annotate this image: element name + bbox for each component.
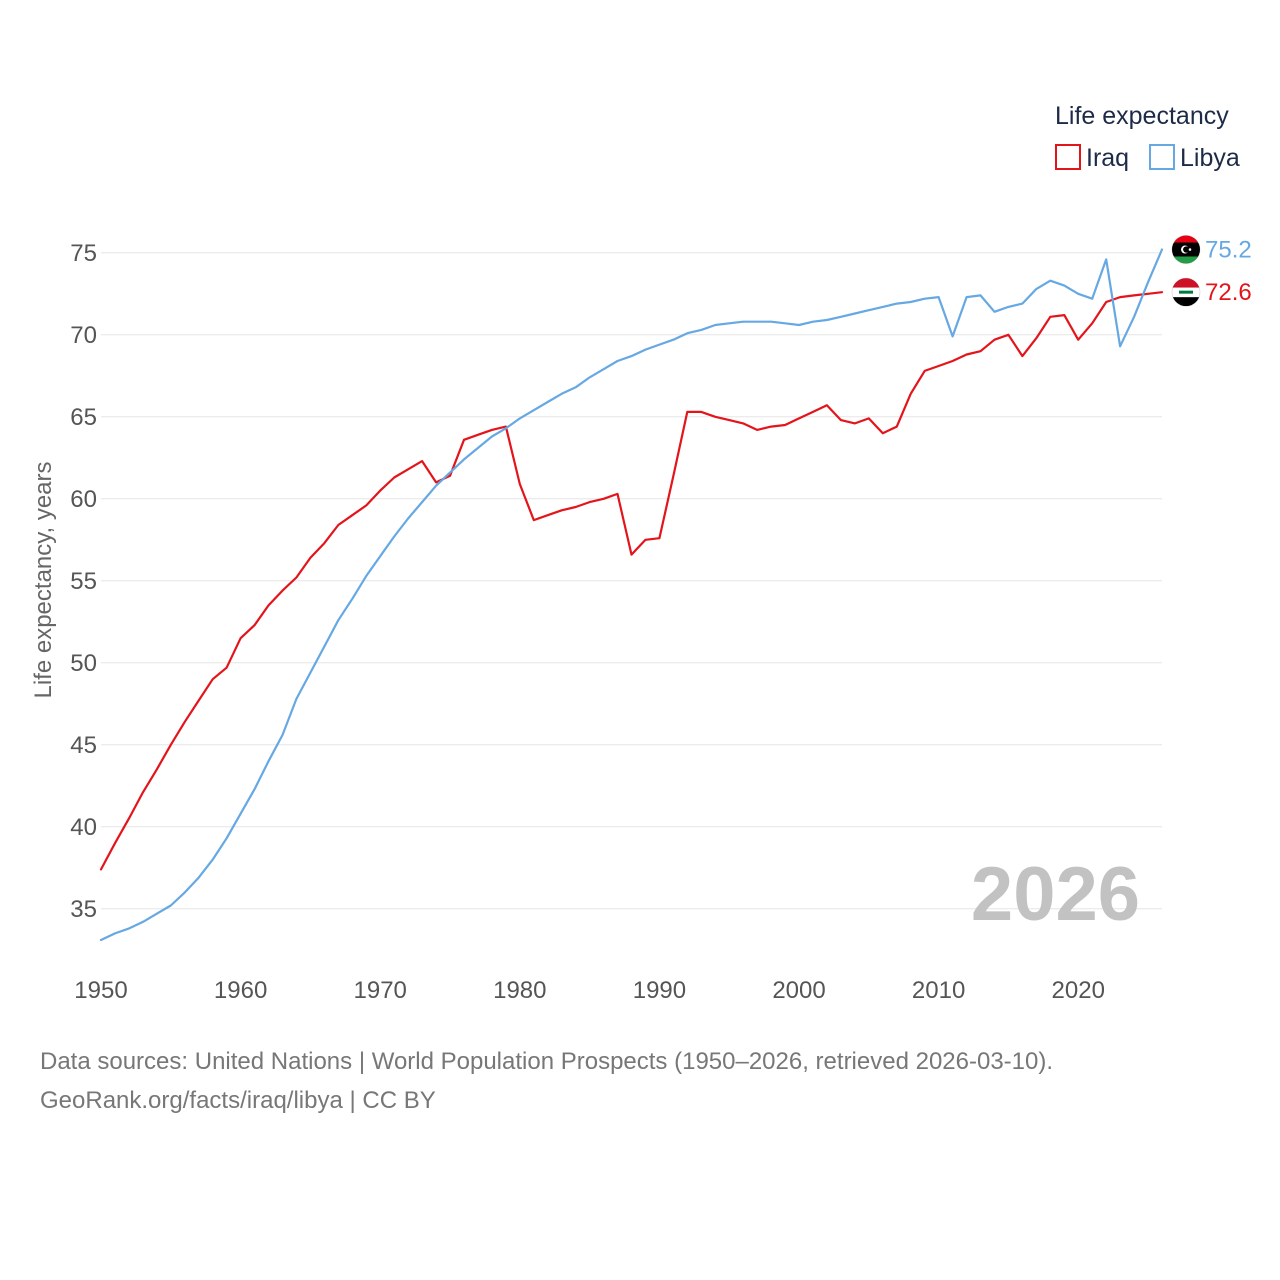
- legend-label-iraq: Iraq: [1086, 144, 1129, 172]
- end-value-label-libya: 75.2: [1205, 237, 1252, 264]
- legend-item-iraq[interactable]: Iraq: [1055, 144, 1129, 172]
- y-tick-label-50: 50: [70, 650, 97, 677]
- x-tick-label-2000: 2000: [772, 977, 825, 1004]
- series-line-iraq[interactable]: [99, 291, 1164, 871]
- source-line-2: GeoRank.org/facts/iraq/libya | CC BY: [40, 1087, 436, 1114]
- legend-swatch-libya: [1149, 144, 1175, 170]
- y-axis-label: Life expectancy, years: [30, 461, 57, 698]
- legend[interactable]: Life expectancy Iraq Libya: [1055, 102, 1240, 172]
- x-tick-label-1990: 1990: [633, 977, 686, 1004]
- y-tick-label-75: 75: [70, 240, 97, 267]
- end-markers: 72.6 75.2: [1171, 235, 1252, 307]
- legend-item-libya[interactable]: Libya: [1149, 144, 1240, 172]
- year-overlay: 2026: [971, 852, 1140, 937]
- legend-title: Life expectancy: [1055, 102, 1229, 130]
- end-value-label-iraq: 72.6: [1205, 279, 1252, 306]
- x-axis: 1950 1960 1970 1980 1990 2000 2010 2020: [74, 977, 1105, 1004]
- series-lines: [99, 248, 1164, 942]
- y-tick-label-55: 55: [70, 568, 97, 595]
- y-tick-label-60: 60: [70, 486, 97, 513]
- iraq-flag-icon: [1171, 277, 1201, 307]
- y-axis: 35 40 45 50 55 60 65 70 75: [70, 240, 97, 923]
- x-tick-label-1970: 1970: [354, 977, 407, 1004]
- x-tick-label-1950: 1950: [74, 977, 127, 1004]
- line-chart: 35 40 45 50 55 60 65 70 75 1950 1960 1970 1980 1990 2…: [30, 102, 1252, 1004]
- legend-label-libya: Libya: [1180, 144, 1240, 172]
- y-tick-label-45: 45: [70, 732, 97, 759]
- y-tick-label-65: 65: [70, 404, 97, 431]
- x-tick-label-1980: 1980: [493, 977, 546, 1004]
- y-tick-label-70: 70: [70, 322, 97, 349]
- y-tick-label-35: 35: [70, 896, 97, 923]
- legend-swatch-iraq: [1055, 144, 1081, 170]
- x-tick-label-1960: 1960: [214, 977, 267, 1004]
- source-line-1: Data sources: United Nations | World Pop…: [40, 1048, 1054, 1075]
- source-note: Data sources: United Nations | World Pop…: [40, 1042, 1250, 1120]
- series-line-libya[interactable]: [99, 248, 1164, 942]
- grid-lines: [101, 252, 1162, 910]
- x-tick-label-2020: 2020: [1052, 977, 1105, 1004]
- libya-flag-icon: [1171, 235, 1201, 264]
- x-tick-label-2010: 2010: [912, 977, 965, 1004]
- y-tick-label-40: 40: [70, 814, 97, 841]
